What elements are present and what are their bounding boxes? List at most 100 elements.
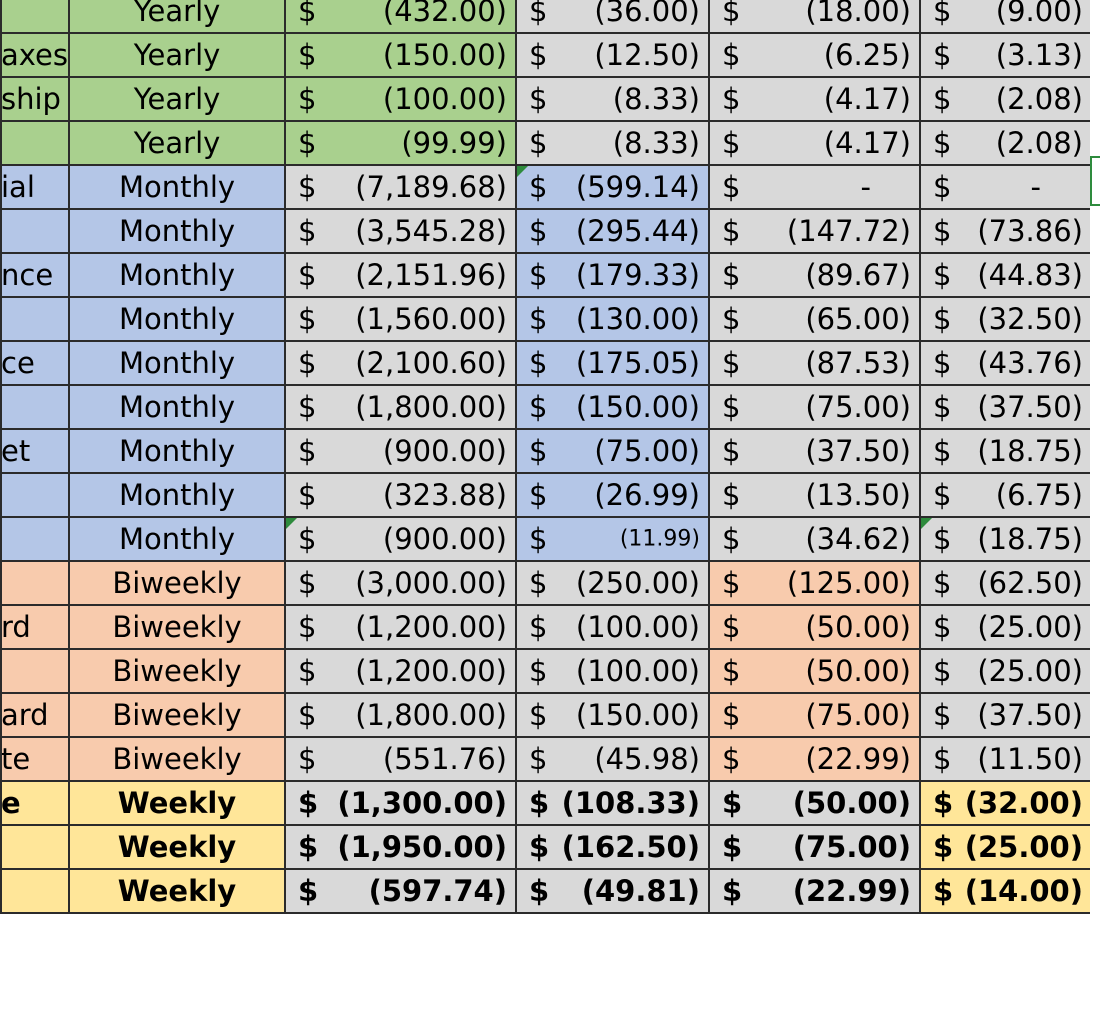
- biweekly-amount-cell[interactable]: $ (50.00): [708, 604, 921, 650]
- amount-cell[interactable]: $ (900.00): [284, 428, 517, 474]
- biweekly-amount-cell[interactable]: $ (147.72): [708, 208, 921, 254]
- monthly-amount-cell[interactable]: $ (150.00): [515, 692, 710, 738]
- expense-name-cell[interactable]: ial: [0, 164, 70, 210]
- frequency-cell[interactable]: Weekly: [68, 824, 286, 870]
- weekly-amount-cell[interactable]: $ (6.75): [919, 472, 1093, 518]
- weekly-amount-cell[interactable]: $ (2.08): [919, 120, 1093, 166]
- biweekly-amount-cell[interactable]: $ (125.00): [708, 560, 921, 606]
- frequency-cell[interactable]: Biweekly: [68, 604, 286, 650]
- biweekly-amount-cell[interactable]: $ (37.50): [708, 428, 921, 474]
- biweekly-amount-cell[interactable]: $ (6.25): [708, 32, 921, 78]
- expense-name-cell[interactable]: [0, 120, 70, 166]
- weekly-amount-cell[interactable]: $ (32.00): [919, 780, 1093, 826]
- amount-cell[interactable]: $ (1,950.00): [284, 824, 517, 870]
- weekly-amount-cell[interactable]: $ (32.50): [919, 296, 1093, 342]
- frequency-cell[interactable]: Yearly: [68, 76, 286, 122]
- amount-cell[interactable]: $ (3,000.00): [284, 560, 517, 606]
- biweekly-amount-cell[interactable]: $ (75.00): [708, 824, 921, 870]
- frequency-cell[interactable]: Monthly: [68, 472, 286, 518]
- expense-name-cell[interactable]: axes: [0, 32, 70, 78]
- amount-cell[interactable]: $ (2,151.96): [284, 252, 517, 298]
- amount-cell[interactable]: $ (900.00): [284, 516, 517, 562]
- amount-cell[interactable]: $ (100.00): [284, 76, 517, 122]
- amount-cell[interactable]: $ (1,200.00): [284, 648, 517, 694]
- monthly-amount-cell[interactable]: $ (100.00): [515, 604, 710, 650]
- biweekly-amount-cell[interactable]: $ (75.00): [708, 692, 921, 738]
- frequency-cell[interactable]: Monthly: [68, 340, 286, 386]
- expense-name-cell[interactable]: nce: [0, 252, 70, 298]
- expense-name-cell[interactable]: [0, 868, 70, 914]
- monthly-amount-cell[interactable]: $ (8.33): [515, 76, 710, 122]
- amount-cell[interactable]: $ (432.00): [284, 0, 517, 34]
- biweekly-amount-cell[interactable]: $ (50.00): [708, 648, 921, 694]
- frequency-cell[interactable]: Weekly: [68, 868, 286, 914]
- frequency-cell[interactable]: Monthly: [68, 428, 286, 474]
- expense-name-cell[interactable]: et: [0, 428, 70, 474]
- frequency-cell[interactable]: Yearly: [68, 120, 286, 166]
- biweekly-amount-cell[interactable]: $ -: [708, 164, 921, 210]
- weekly-amount-cell[interactable]: $ (18.75): [919, 516, 1093, 562]
- weekly-amount-cell[interactable]: $ (3.13): [919, 32, 1093, 78]
- monthly-amount-cell[interactable]: $ (150.00): [515, 384, 710, 430]
- expense-name-cell[interactable]: ship: [0, 76, 70, 122]
- weekly-amount-cell[interactable]: $ -: [919, 164, 1093, 210]
- expense-name-cell[interactable]: [0, 472, 70, 518]
- monthly-amount-cell[interactable]: $ (11.99): [515, 516, 710, 562]
- biweekly-amount-cell[interactable]: $ (89.67): [708, 252, 921, 298]
- weekly-amount-cell[interactable]: $ (18.75): [919, 428, 1093, 474]
- amount-cell[interactable]: $ (1,800.00): [284, 692, 517, 738]
- expense-name-cell[interactable]: rd: [0, 604, 70, 650]
- monthly-amount-cell[interactable]: $ (162.50): [515, 824, 710, 870]
- biweekly-amount-cell[interactable]: $ (87.53): [708, 340, 921, 386]
- expense-name-cell[interactable]: ard: [0, 692, 70, 738]
- monthly-amount-cell[interactable]: $ (75.00): [515, 428, 710, 474]
- frequency-cell[interactable]: Biweekly: [68, 736, 286, 782]
- frequency-cell[interactable]: Monthly: [68, 296, 286, 342]
- biweekly-amount-cell[interactable]: $ (34.62): [708, 516, 921, 562]
- frequency-cell[interactable]: Biweekly: [68, 560, 286, 606]
- monthly-amount-cell[interactable]: $ (36.00): [515, 0, 710, 34]
- biweekly-amount-cell[interactable]: $ (22.99): [708, 736, 921, 782]
- weekly-amount-cell[interactable]: $ (2.08): [919, 76, 1093, 122]
- weekly-amount-cell[interactable]: $ (44.83): [919, 252, 1093, 298]
- monthly-amount-cell[interactable]: $ (8.33): [515, 120, 710, 166]
- frequency-cell[interactable]: Biweekly: [68, 692, 286, 738]
- expense-name-cell[interactable]: [0, 0, 70, 34]
- frequency-cell[interactable]: Monthly: [68, 516, 286, 562]
- monthly-amount-cell[interactable]: $ (26.99): [515, 472, 710, 518]
- amount-cell[interactable]: $ (551.76): [284, 736, 517, 782]
- monthly-amount-cell[interactable]: $ (45.98): [515, 736, 710, 782]
- expense-name-cell[interactable]: te: [0, 736, 70, 782]
- expense-name-cell[interactable]: [0, 208, 70, 254]
- amount-cell[interactable]: $ (7,189.68): [284, 164, 517, 210]
- monthly-amount-cell[interactable]: $ (179.33): [515, 252, 710, 298]
- biweekly-amount-cell[interactable]: $ (50.00): [708, 780, 921, 826]
- monthly-amount-cell[interactable]: $ (250.00): [515, 560, 710, 606]
- weekly-amount-cell[interactable]: $ (25.00): [919, 648, 1093, 694]
- amount-cell[interactable]: $ (1,800.00): [284, 384, 517, 430]
- expense-name-cell[interactable]: [0, 296, 70, 342]
- amount-cell[interactable]: $ (1,300.00): [284, 780, 517, 826]
- monthly-amount-cell[interactable]: $ (130.00): [515, 296, 710, 342]
- monthly-amount-cell[interactable]: $ (175.05): [515, 340, 710, 386]
- biweekly-amount-cell[interactable]: $ (18.00): [708, 0, 921, 34]
- amount-cell[interactable]: $ (323.88): [284, 472, 517, 518]
- expense-name-cell[interactable]: [0, 560, 70, 606]
- biweekly-amount-cell[interactable]: $ (4.17): [708, 120, 921, 166]
- biweekly-amount-cell[interactable]: $ (4.17): [708, 76, 921, 122]
- frequency-cell[interactable]: Weekly: [68, 780, 286, 826]
- weekly-amount-cell[interactable]: $ (14.00): [919, 868, 1093, 914]
- expense-name-cell[interactable]: [0, 824, 70, 870]
- expense-name-cell[interactable]: [0, 516, 70, 562]
- expense-name-cell[interactable]: [0, 384, 70, 430]
- weekly-amount-cell[interactable]: $ (73.86): [919, 208, 1093, 254]
- monthly-amount-cell[interactable]: $ (100.00): [515, 648, 710, 694]
- weekly-amount-cell[interactable]: $ (11.50): [919, 736, 1093, 782]
- expense-name-cell[interactable]: [0, 648, 70, 694]
- frequency-cell[interactable]: Monthly: [68, 384, 286, 430]
- expense-name-cell[interactable]: ce: [0, 340, 70, 386]
- weekly-amount-cell[interactable]: $ (62.50): [919, 560, 1093, 606]
- frequency-cell[interactable]: Monthly: [68, 208, 286, 254]
- monthly-amount-cell[interactable]: $ (108.33): [515, 780, 710, 826]
- amount-cell[interactable]: $ (99.99): [284, 120, 517, 166]
